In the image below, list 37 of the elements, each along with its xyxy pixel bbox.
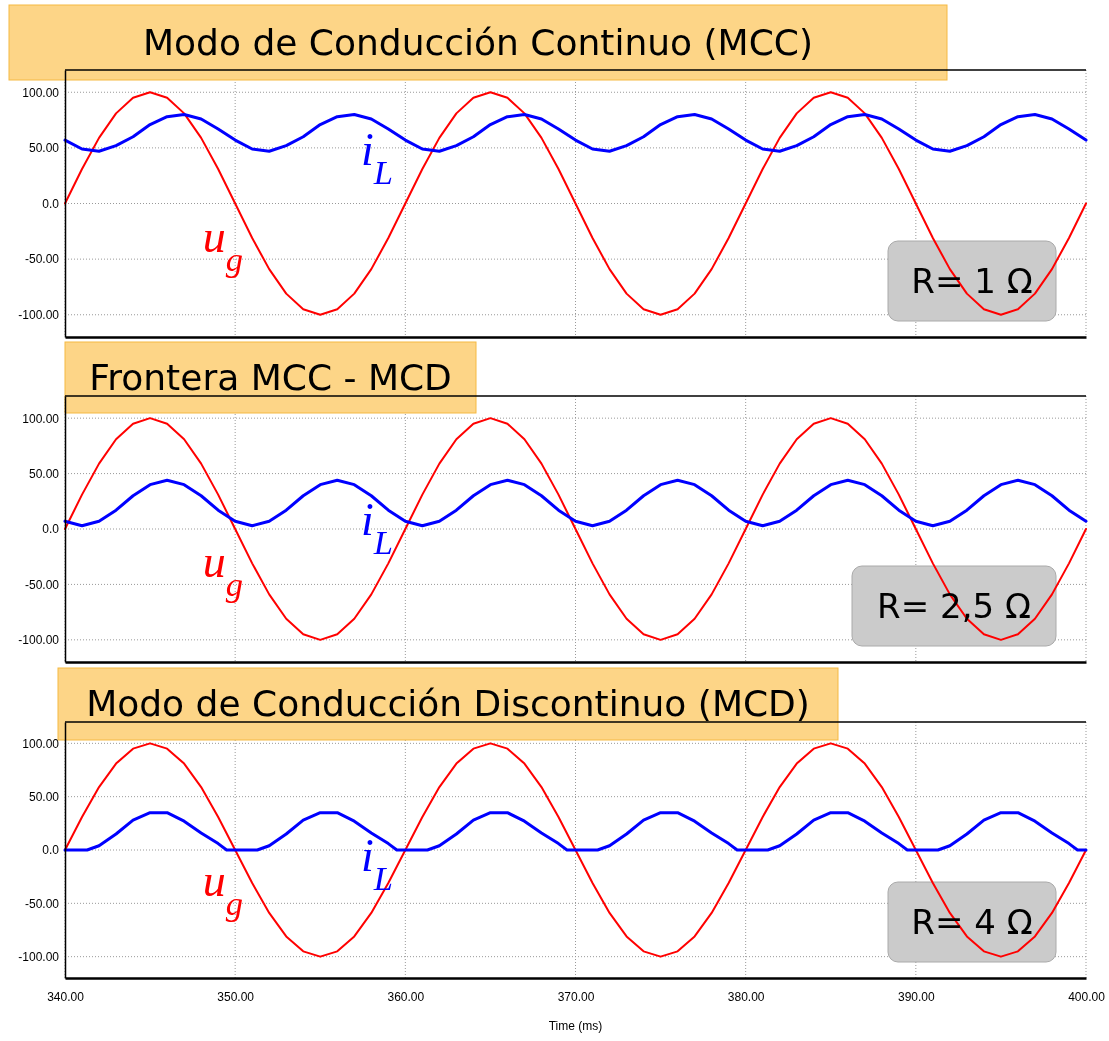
y-tick-label: 0.0 [42,196,60,211]
y-tick-label: 50.00 [28,141,60,156]
series-label: u$_{g}$ [202,855,244,923]
x-tick-label: 400.00 [1068,989,1106,1004]
y-tick-label: -100.00 [18,308,60,323]
y-tick-label: -100.00 [18,950,60,965]
y-tick-label: -50.00 [24,577,60,592]
line-series [64,742,1087,958]
chart-title: Modo de Conducción Discontinuo (MCD) [86,683,810,724]
x-axis-title: Time (ms) [548,1019,603,1033]
series-label: u$_{g}$ [202,210,244,278]
y-tick-label: -50.00 [24,252,60,267]
x-tick-label: 350.00 [217,989,255,1004]
y-tick-label: 0.0 [42,522,60,537]
y-tick-label: -100.00 [18,633,60,648]
line-series [64,417,1087,641]
x-tick-label: 370.00 [557,989,595,1004]
y-tick-label: 50.00 [28,466,60,481]
series-label: i$_{L}$ [361,493,394,561]
chart-title: Frontera MCC - MCD [89,356,452,398]
y-tick-label: -50.00 [24,896,60,911]
y-tick-label: 100.00 [22,85,60,100]
y-tick-label: 50.00 [28,790,60,805]
annotation: R= 4 Ω [911,902,1033,942]
series-label: i$_{L}$ [361,830,394,898]
x-tick-label: 380.00 [727,989,765,1004]
series-label: i$_{L}$ [361,123,394,191]
series-label: u$_{g}$ [202,535,244,603]
x-tick-label: 360.00 [387,989,425,1004]
x-tick-label: 340.00 [47,989,85,1004]
y-tick-label: 100.00 [22,736,60,751]
y-tick-label: 0.0 [42,843,60,858]
chart-title: Modo de Conducción Continuo (MCC) [143,21,813,63]
line-series [64,91,1087,316]
x-tick-label: 390.00 [897,989,936,1004]
y-tick-label: 100.00 [22,411,60,426]
annotation: R= 1 Ω [911,261,1033,301]
